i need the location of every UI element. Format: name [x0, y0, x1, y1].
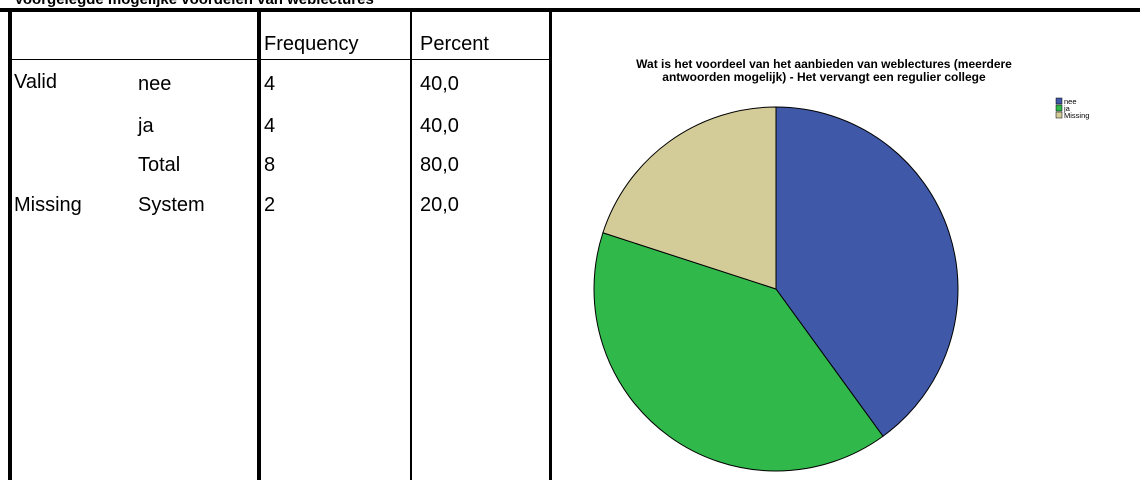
row-frequency-system: 2	[264, 194, 276, 216]
row-category-system: System	[138, 194, 205, 216]
column-divider-frequency	[257, 10, 261, 480]
legend-label-ja: ja	[1063, 104, 1071, 113]
pie-chart-panel: Wat is het voordeel van het aanbieden va…	[552, 12, 1140, 480]
row-category-total: Total	[138, 154, 181, 176]
legend-label-nee: nee	[1064, 97, 1077, 106]
frame-left-border	[8, 10, 12, 480]
row-category-nee: nee	[138, 73, 172, 95]
header-divider	[12, 59, 549, 60]
row-frequency-nee: 4	[264, 73, 276, 95]
row-percent-ja: 40,0	[420, 115, 459, 137]
column-divider-percent	[410, 10, 412, 480]
pie-slice-nee	[775, 106, 959, 437]
row-group-missing: Missing	[14, 194, 82, 216]
legend-swatch-nee	[1055, 97, 1063, 105]
chart-title-line-1: Wat is het voordeel van het aanbieden va…	[636, 57, 1012, 71]
page-title: Voorgelegde mogelijke voordelen van webl…	[14, 0, 374, 9]
pie-chart: Wat is het voordeel van het aanbieden va…	[593, 57, 1089, 472]
legend-label-missing: Missing	[1064, 111, 1089, 120]
row-group-valid: Valid	[14, 71, 57, 93]
row-percent-system: 20,0	[420, 194, 459, 216]
header-percent: Percent	[420, 33, 489, 55]
pie-slice-missing	[602, 106, 777, 290]
pie-slices	[593, 106, 959, 472]
legend-swatch-ja	[1055, 104, 1063, 112]
header-frequency: Frequency	[264, 33, 359, 55]
frame-top-border	[0, 8, 1140, 12]
frequency-table: Frequency Percent Valid nee 4 40,0 ja 4 …	[12, 12, 549, 480]
chart-title-line-2: antwoorden mogelijk) - Het vervangt een …	[662, 70, 986, 84]
table-chart-divider	[549, 10, 552, 480]
row-category-ja: ja	[138, 115, 154, 137]
row-percent-nee: 40,0	[420, 73, 459, 95]
row-frequency-total: 8	[264, 154, 276, 176]
row-percent-total: 80,0	[420, 154, 459, 176]
legend-swatch-missing	[1055, 111, 1063, 119]
pie-slice-ja	[593, 232, 884, 472]
row-frequency-ja: 4	[264, 115, 276, 137]
